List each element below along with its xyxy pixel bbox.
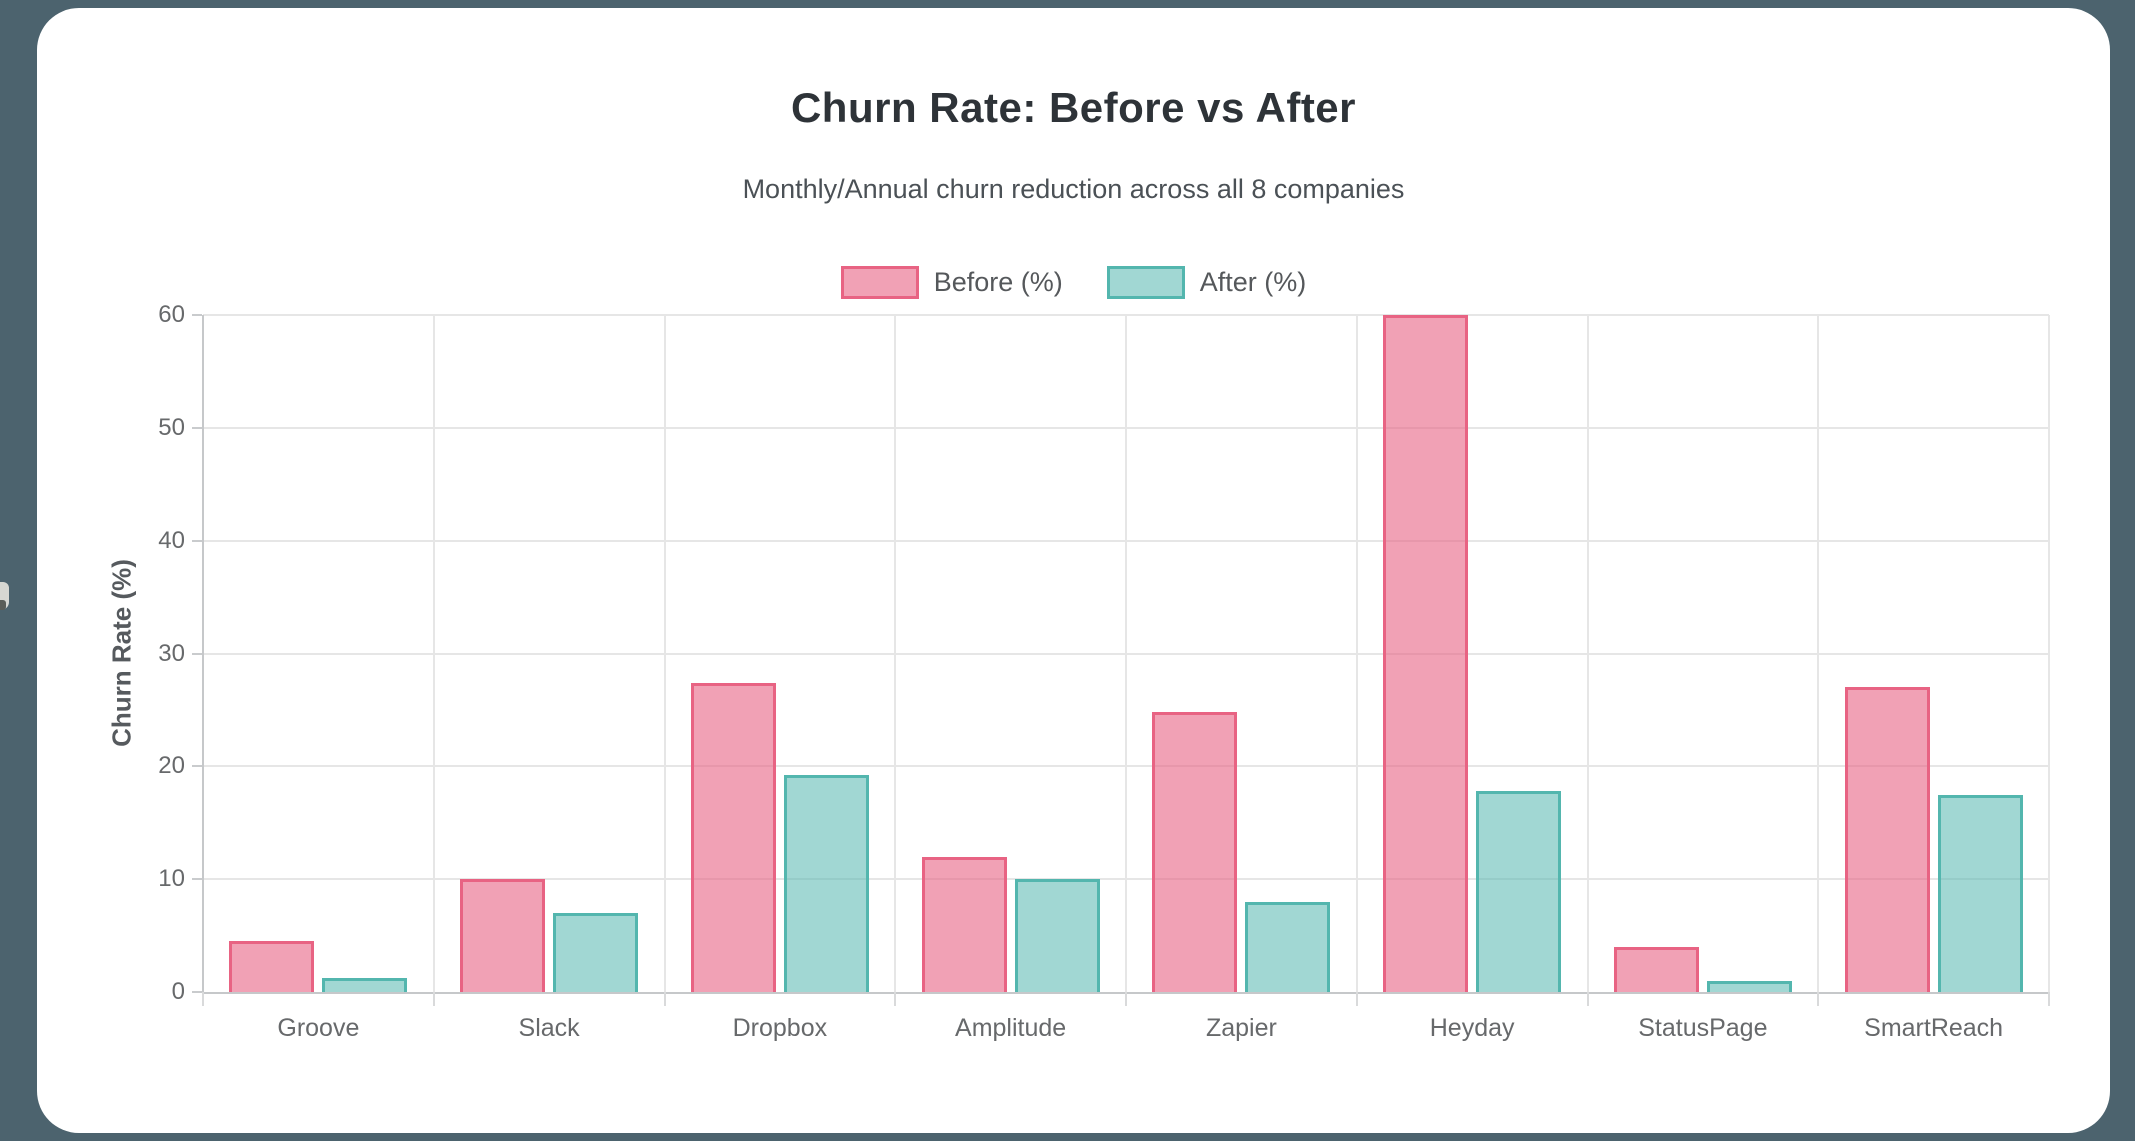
- y-tick-mark-10: [192, 878, 202, 881]
- x-tick-mark-6: [1586, 992, 1589, 1006]
- chart-subtitle: Monthly/Annual churn reduction across al…: [742, 174, 1405, 204]
- bar-after-smartreach[interactable]: [1938, 795, 2023, 992]
- x-tick-label-slack: Slack: [518, 1014, 580, 1042]
- x-tick-mark-0: [202, 992, 204, 1006]
- x-tick-mark-2: [663, 992, 666, 1006]
- bar-before-zapier[interactable]: [1152, 712, 1237, 992]
- y-tick-mark-0: [192, 991, 202, 993]
- cursor-artifact-shadow: [0, 600, 6, 610]
- bar-before-dropbox[interactable]: [691, 683, 776, 992]
- bar-after-slack[interactable]: [553, 913, 638, 992]
- legend-swatch-before: [840, 265, 919, 299]
- y-tick-label-30: 30: [158, 639, 185, 667]
- gridline-x-8: [2048, 315, 2050, 992]
- gridline-x-7: [1817, 315, 1820, 992]
- y-tick-label-10: 10: [158, 865, 185, 893]
- gridline-x-1: [432, 315, 435, 992]
- x-tick-mark-7: [1817, 992, 1820, 1006]
- y-tick-mark-40: [192, 539, 202, 542]
- legend-label-after: After (%): [1199, 266, 1307, 297]
- y-tick-label-0: 0: [171, 978, 185, 1005]
- y-tick-mark-30: [192, 652, 202, 655]
- y-tick-mark-50: [192, 426, 202, 429]
- bar-after-groove[interactable]: [322, 978, 407, 992]
- gridline-x-6: [1586, 315, 1589, 992]
- gridline-x-3: [894, 315, 897, 992]
- bar-before-heyday[interactable]: [1383, 315, 1468, 992]
- bar-before-groove[interactable]: [229, 941, 314, 992]
- cursor-artifact: [0, 582, 9, 610]
- bar-after-amplitude[interactable]: [1015, 879, 1100, 992]
- gridline-x-4: [1125, 315, 1127, 992]
- gridline-x-5: [1355, 315, 1358, 992]
- x-tick-label-statuspage: StatusPage: [1638, 1014, 1768, 1042]
- bar-before-statuspage[interactable]: [1614, 947, 1699, 992]
- bar-before-smartreach[interactable]: [1845, 687, 1930, 992]
- x-tick-label-zapier: Zapier: [1205, 1014, 1277, 1042]
- legend-item-before[interactable]: Before (%): [840, 265, 1063, 299]
- bar-before-amplitude[interactable]: [922, 857, 1007, 992]
- legend-label-before: Before (%): [933, 266, 1063, 297]
- y-tick-label-40: 40: [158, 526, 185, 554]
- legend: Before (%) After (%): [37, 263, 2110, 301]
- y-tick-label-50: 50: [158, 413, 185, 441]
- bar-after-zapier[interactable]: [1245, 902, 1330, 992]
- x-tick-label-dropbox: Dropbox: [732, 1014, 828, 1042]
- x-tick-mark-3: [894, 992, 897, 1006]
- y-tick-mark-20: [192, 765, 202, 768]
- y-tick-mark-60: [192, 314, 202, 316]
- gridline-x-2: [663, 315, 666, 992]
- x-tick-label-groove: Groove: [277, 1014, 360, 1042]
- x-tick-mark-4: [1125, 992, 1127, 1006]
- y-axis-line: [202, 315, 204, 994]
- legend-item-after[interactable]: After (%): [1106, 265, 1307, 299]
- bar-after-heyday[interactable]: [1476, 791, 1561, 992]
- x-tick-label-smartreach: SmartReach: [1864, 1014, 2004, 1042]
- bar-after-statuspage[interactable]: [1707, 981, 1792, 992]
- x-tick-mark-1: [432, 992, 435, 1006]
- x-tick-mark-5: [1355, 992, 1358, 1006]
- y-tick-label-20: 20: [158, 752, 185, 780]
- x-tick-mark-8: [2048, 992, 2050, 1006]
- x-tick-label-heyday: Heyday: [1429, 1014, 1515, 1042]
- bar-before-slack[interactable]: [460, 879, 545, 992]
- legend-swatch-after: [1106, 265, 1185, 299]
- chart-title: Churn Rate: Before vs After: [790, 84, 1357, 131]
- x-tick-label-amplitude: Amplitude: [955, 1014, 1067, 1042]
- y-tick-label-60: 60: [158, 301, 185, 328]
- bar-after-dropbox[interactable]: [784, 775, 869, 992]
